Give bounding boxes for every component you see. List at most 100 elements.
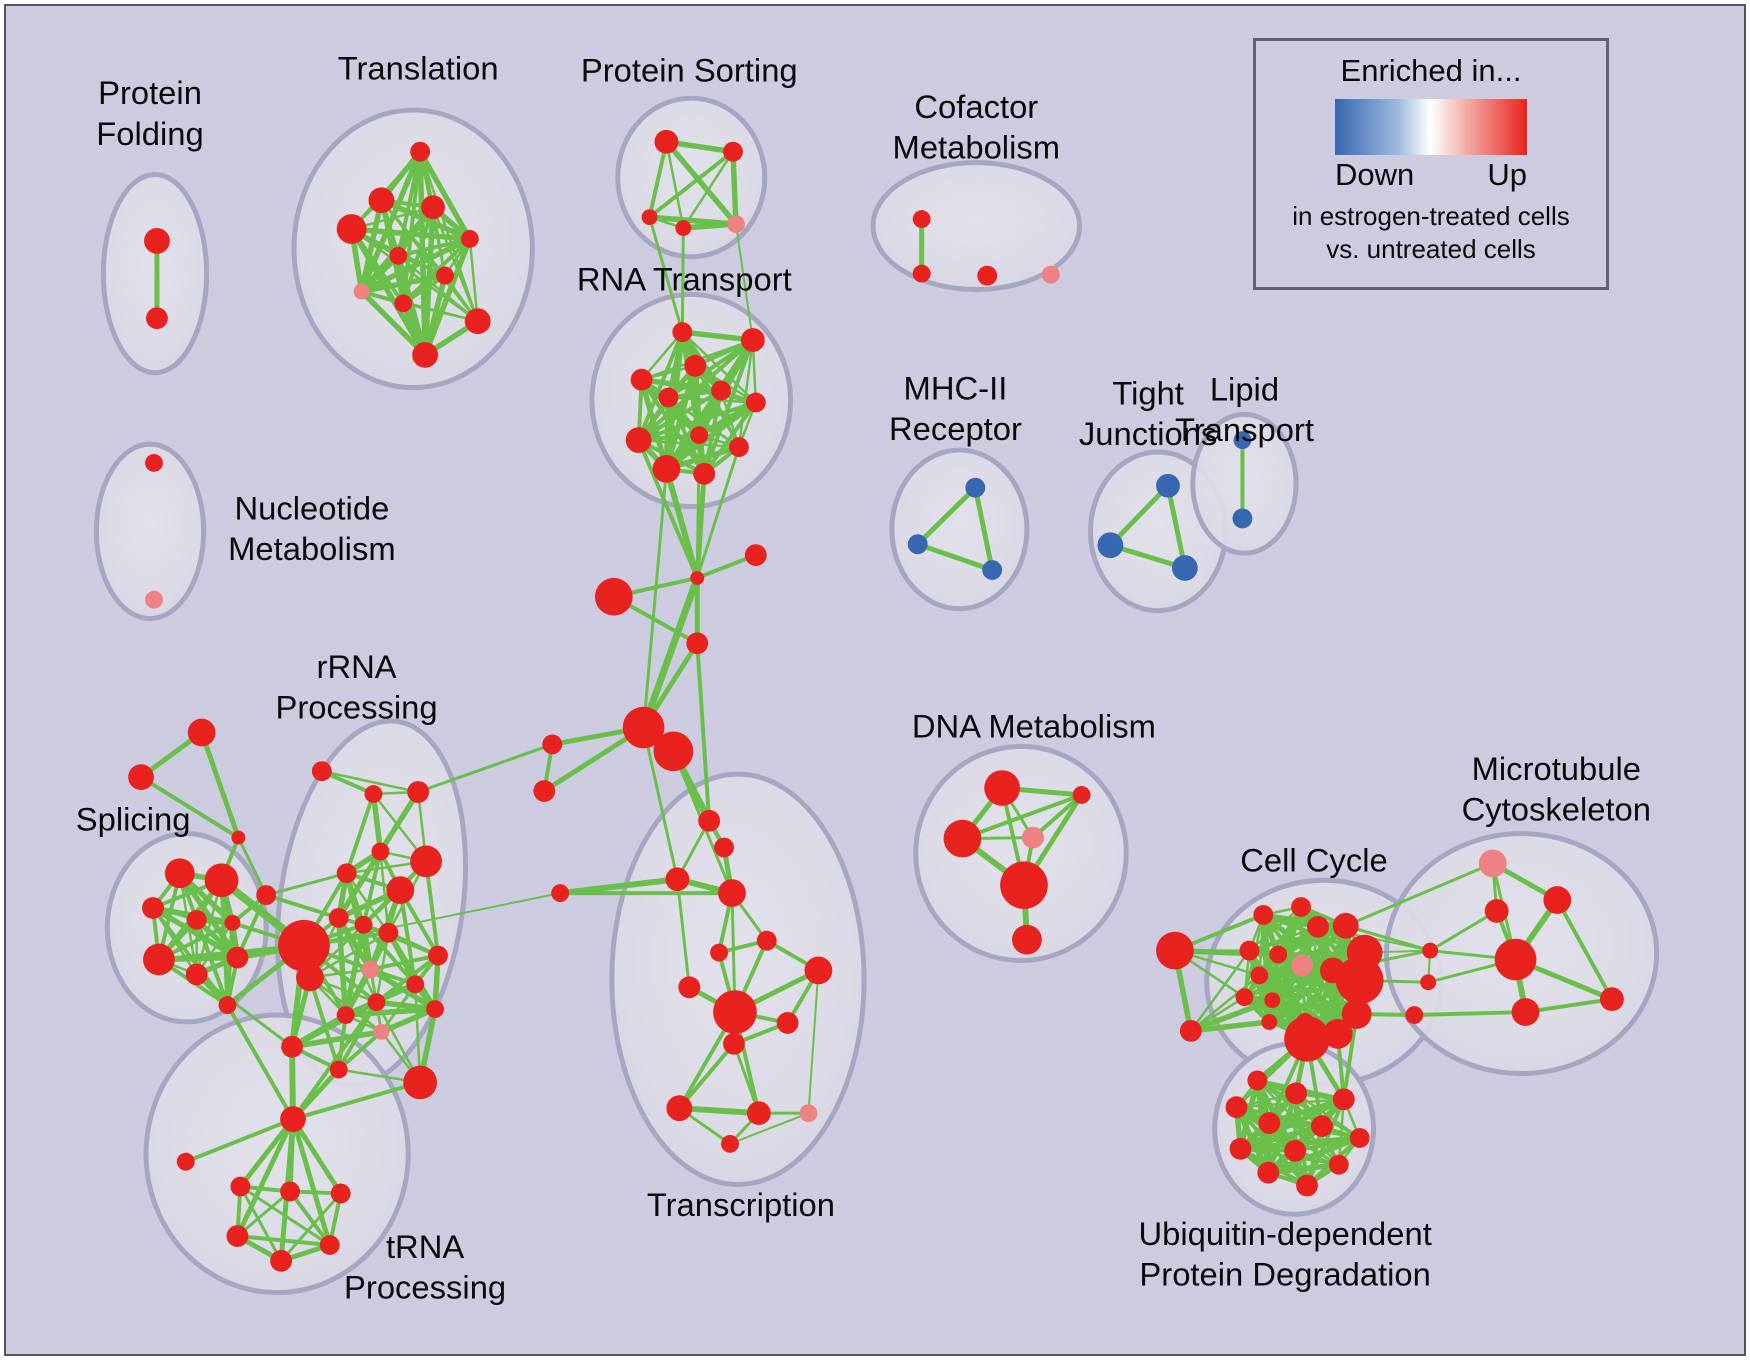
gene-set-node-r1 <box>336 863 357 884</box>
network-edge <box>636 438 700 580</box>
gene-set-node-r14 <box>428 945 448 966</box>
legend-endpoints: Down Up <box>1335 157 1527 193</box>
gene-set-node-t3 <box>421 195 445 220</box>
cluster-ellipse-nucleotide-metabolism <box>93 441 207 622</box>
gene-set-node-r12 <box>367 993 386 1012</box>
gene-set-node-ub6 <box>1310 1115 1333 1137</box>
network-edge <box>702 338 755 476</box>
gene-set-node-m3 <box>982 560 1003 580</box>
gene-set-node-ub4 <box>1225 1096 1248 1119</box>
gene-set-node-q3 <box>330 1183 351 1204</box>
gene-set-node-ub7 <box>1349 1128 1370 1148</box>
cluster-label-translation: Translation <box>338 49 499 86</box>
network-edge <box>1258 924 1347 977</box>
gene-set-node-r18 <box>403 1065 438 1100</box>
gene-set-node-ps4 <box>675 220 692 236</box>
network-edge <box>350 227 479 323</box>
gene-set-node-s6 <box>143 943 175 976</box>
network-edge <box>648 215 684 334</box>
gene-set-node-qh <box>280 1106 306 1132</box>
network-edge <box>348 226 428 358</box>
gene-set-node-ub5 <box>1258 1112 1281 1134</box>
gene-set-node-ps2 <box>723 141 743 162</box>
network-edge <box>642 726 679 881</box>
legend-box: Enriched in... Down Up in estrogen-treat… <box>1253 38 1609 290</box>
gene-set-node-ub10 <box>1328 1154 1349 1175</box>
gene-set-node-r3 <box>407 781 430 803</box>
gene-set-node-d2 <box>1072 786 1091 804</box>
network-edge <box>308 931 390 979</box>
network-edge <box>358 272 448 295</box>
gene-set-node-mt7 <box>1494 938 1537 981</box>
network-edge <box>1265 1161 1342 1176</box>
gene-set-node-G2 <box>622 706 665 749</box>
gene-set-node-r13 <box>336 1006 355 1024</box>
gene-set-node-L1 <box>542 734 563 755</box>
network-edge <box>1188 1019 1273 1034</box>
gene-set-node-r11 <box>406 975 425 994</box>
gene-set-node-c12 <box>666 1095 693 1122</box>
cluster-label-lipid-transport: Lipid <box>1210 371 1279 408</box>
gene-set-node-j2 <box>744 544 767 567</box>
gene-set-node-ub1 <box>1247 1070 1268 1091</box>
network-edge <box>637 438 741 449</box>
network-edge <box>1257 973 1359 1017</box>
network-edge <box>377 789 421 855</box>
gene-set-node-tj2 <box>1097 532 1124 559</box>
gene-set-node-c10 <box>776 1012 799 1034</box>
nodes-layer <box>128 129 1624 1272</box>
gene-set-node-cf3 <box>977 265 998 286</box>
network-edge <box>1261 912 1348 928</box>
cluster-label-trna-processing: Processing <box>344 1269 506 1306</box>
network-edge <box>279 1191 343 1263</box>
network-edge <box>237 1116 296 1189</box>
gene-set-node-tj3 <box>1171 555 1198 581</box>
gene-set-node-s1 <box>164 858 195 889</box>
network-edge <box>194 917 230 1008</box>
gene-set-node-ub2 <box>1285 1082 1308 1105</box>
gene-set-node-k12 <box>1264 992 1281 1009</box>
gene-set-node-mt1 <box>1478 849 1507 878</box>
network-edge <box>183 1117 296 1164</box>
cluster-label-mhc-ii-receptor: Receptor <box>889 410 1022 447</box>
network-edge <box>1189 949 1251 1033</box>
cluster-label-cell-cycle: Cell Cycle <box>1240 841 1387 878</box>
gene-set-node-L2 <box>533 780 556 802</box>
gene-set-node-r9 <box>378 922 399 943</box>
gene-set-node-rt5 <box>711 380 731 401</box>
cluster-label-mhc-ii-receptor: MHC-II <box>904 370 1008 407</box>
network-edge <box>1265 1135 1363 1176</box>
network-edge <box>291 1080 423 1122</box>
network-edge <box>677 1041 736 1111</box>
network-edge <box>1412 1010 1528 1017</box>
gene-set-node-x3 <box>231 830 246 845</box>
gene-set-node-qi <box>176 1152 195 1171</box>
gene-set-node-q1 <box>230 1176 251 1197</box>
network-edge <box>264 893 341 920</box>
cluster-label-protein-sorting: Protein Sorting <box>581 51 798 88</box>
network-edge <box>1235 1098 1346 1109</box>
gene-set-node-rA <box>311 761 332 782</box>
gene-set-node-k1 <box>1253 904 1274 925</box>
gene-set-node-mt4 <box>1422 942 1439 959</box>
network-edge <box>1248 905 1303 952</box>
cluster-label-trna-processing: tRNA <box>386 1228 464 1265</box>
gene-set-node-m2 <box>907 534 928 555</box>
gene-set-node-rt9 <box>625 427 652 454</box>
network-edge <box>358 197 385 295</box>
gene-set-node-c2 <box>714 837 734 858</box>
network-edge <box>374 953 441 1005</box>
cluster-label-tight-junctions: Junctions <box>1079 415 1217 452</box>
gene-set-node-t1 <box>410 141 431 162</box>
network-edge <box>358 288 428 358</box>
network-edge <box>915 541 995 573</box>
cluster-label-tight-junctions: Tight <box>1112 374 1184 411</box>
gene-set-node-mt8 <box>1511 998 1540 1026</box>
gene-set-node-c1 <box>698 809 721 832</box>
network-edge <box>335 915 374 973</box>
gene-set-node-pf1 <box>144 228 170 254</box>
cluster-label-rna-transport: RNA Transport <box>577 260 792 297</box>
network-edge <box>236 836 268 897</box>
legend-gradient-bar <box>1335 99 1527 155</box>
gene-set-node-q4 <box>226 1225 249 1247</box>
